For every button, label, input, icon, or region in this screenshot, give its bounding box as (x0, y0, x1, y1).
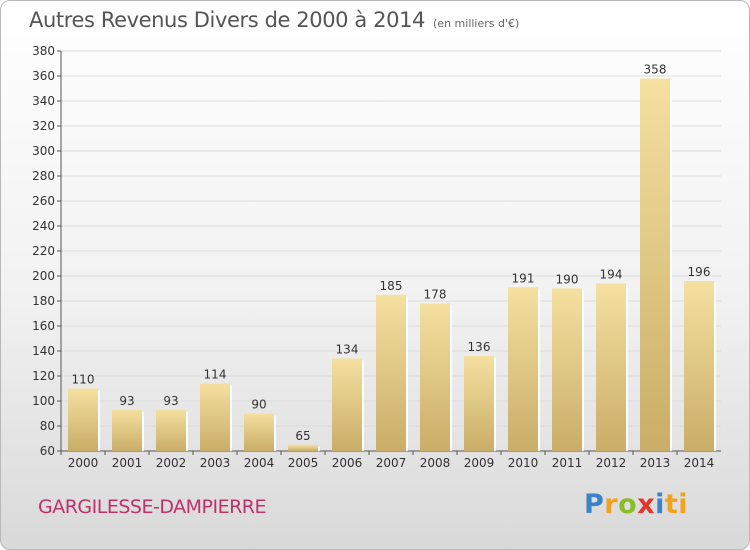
value-label: 194 (600, 268, 623, 282)
x-tick-label: 2002 (156, 456, 187, 470)
y-tick-label: 80 (40, 419, 55, 433)
value-label: 93 (163, 394, 178, 408)
bar (464, 356, 494, 451)
value-label: 90 (251, 398, 266, 412)
x-tick-label: 2008 (420, 456, 451, 470)
x-tick-label: 2006 (332, 456, 363, 470)
y-tick-label: 240 (32, 219, 55, 233)
value-label: 190 (556, 273, 579, 287)
y-tick-label: 200 (32, 269, 55, 283)
x-tick-label: 2014 (684, 456, 715, 470)
proxiti-logo: Proxiti (584, 489, 688, 520)
bar (552, 288, 582, 451)
y-tick-label: 320 (32, 119, 55, 133)
value-label: 178 (424, 288, 447, 302)
y-tick-label: 140 (32, 344, 55, 358)
y-tick-label: 180 (32, 294, 55, 308)
x-tick-label: 2001 (112, 456, 143, 470)
bar (68, 388, 98, 451)
value-label: 136 (468, 340, 491, 354)
bar (376, 294, 406, 451)
y-tick-label: 300 (32, 144, 55, 158)
logo-letter: P (584, 489, 605, 520)
x-tick-label: 2007 (376, 456, 407, 470)
value-label: 114 (204, 368, 227, 382)
value-label: 110 (72, 373, 95, 387)
bar (156, 409, 186, 451)
value-label: 191 (512, 271, 535, 285)
y-tick-label: 380 (32, 44, 55, 58)
bar (596, 283, 626, 451)
bar (244, 413, 274, 451)
y-tick-label: 60 (40, 444, 55, 458)
x-tick-label: 2000 (68, 456, 99, 470)
y-tick-label: 360 (32, 69, 55, 83)
bar (112, 409, 142, 451)
logo-letter: i (655, 489, 665, 520)
value-label: 358 (644, 63, 667, 77)
bar (420, 303, 450, 451)
bar (288, 444, 318, 451)
bar (640, 78, 670, 451)
y-tick-label: 160 (32, 319, 55, 333)
chart-title-text: Autres Revenus Divers de 2000 à 2014 (29, 8, 426, 32)
bar (508, 287, 538, 451)
x-tick-label: 2009 (464, 456, 495, 470)
x-tick-label: 2013 (640, 456, 671, 470)
bar (200, 383, 230, 451)
logo-letter: x (637, 489, 656, 520)
x-tick-label: 2003 (200, 456, 231, 470)
y-tick-label: 280 (32, 169, 55, 183)
x-tick-label: 2012 (596, 456, 627, 470)
y-tick-label: 220 (32, 244, 55, 258)
bar (332, 358, 362, 451)
commune-name: GARGILESSE-DAMPIERRE (38, 496, 266, 518)
x-tick-label: 2005 (288, 456, 319, 470)
y-tick-label: 260 (32, 194, 55, 208)
x-tick-label: 2010 (508, 456, 539, 470)
value-label: 185 (380, 279, 403, 293)
x-tick-label: 2011 (552, 456, 583, 470)
x-tick-label: 2004 (244, 456, 275, 470)
y-tick-label: 100 (32, 394, 55, 408)
chart-title: Autres Revenus Divers de 2000 à 2014 (en … (29, 8, 519, 32)
logo-letter: r (604, 489, 619, 520)
y-tick-label: 120 (32, 369, 55, 383)
logo-letter: ti (664, 489, 689, 520)
value-label: 65 (295, 429, 310, 443)
value-label: 93 (119, 394, 134, 408)
logo-letter: o (618, 489, 638, 520)
y-tick-label: 340 (32, 94, 55, 108)
value-label: 196 (688, 265, 711, 279)
chart-unit: (en milliers d'€) (433, 17, 520, 30)
value-label: 134 (336, 343, 359, 357)
bar (684, 281, 714, 451)
